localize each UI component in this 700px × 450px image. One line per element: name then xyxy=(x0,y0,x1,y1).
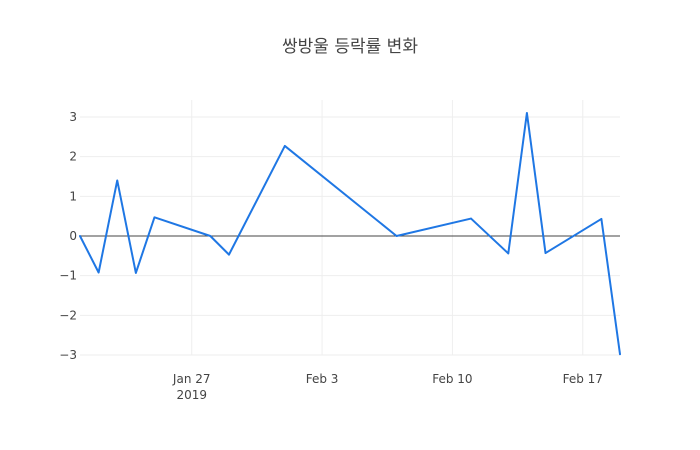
x-axis-ticks: Jan 27 2019 Feb 3 Feb 10 Feb 17 xyxy=(172,372,603,402)
grid-layer xyxy=(80,100,620,356)
x-tick-label: Jan 27 xyxy=(172,372,211,386)
data-point xyxy=(507,252,510,255)
y-axis-ticks: 3 2 1 0 −1 −2 −3 xyxy=(59,110,77,362)
data-point xyxy=(79,235,81,237)
data-point xyxy=(135,272,137,274)
data-point xyxy=(526,112,528,114)
data-point xyxy=(470,217,472,220)
y-tick-label: −2 xyxy=(59,308,77,322)
data-point xyxy=(153,216,156,219)
y-tick-label: 1 xyxy=(69,189,77,203)
series-line xyxy=(79,112,621,356)
y-tick-label: −1 xyxy=(59,269,77,283)
data-point xyxy=(544,252,547,254)
x-tick-label: Feb 10 xyxy=(432,372,472,386)
data-point xyxy=(97,271,100,274)
chart-title: 쌍방울 등락률 변화 xyxy=(282,37,418,57)
y-tick-label: 0 xyxy=(69,229,77,243)
data-point xyxy=(209,235,212,237)
data-point xyxy=(619,353,621,356)
y-tick-label: 3 xyxy=(69,110,77,124)
y-tick-label: −3 xyxy=(59,348,77,362)
data-point xyxy=(116,179,119,182)
x-tick-label: Feb 17 xyxy=(563,372,603,386)
x-tick-label: Feb 3 xyxy=(306,372,339,386)
y-tick-label: 2 xyxy=(69,150,77,164)
data-point xyxy=(600,218,603,220)
x-tick-sublabel: 2019 xyxy=(176,388,207,402)
series-layer xyxy=(79,112,621,356)
data-point xyxy=(395,235,398,237)
data-point xyxy=(284,145,286,147)
data-point xyxy=(228,253,230,256)
